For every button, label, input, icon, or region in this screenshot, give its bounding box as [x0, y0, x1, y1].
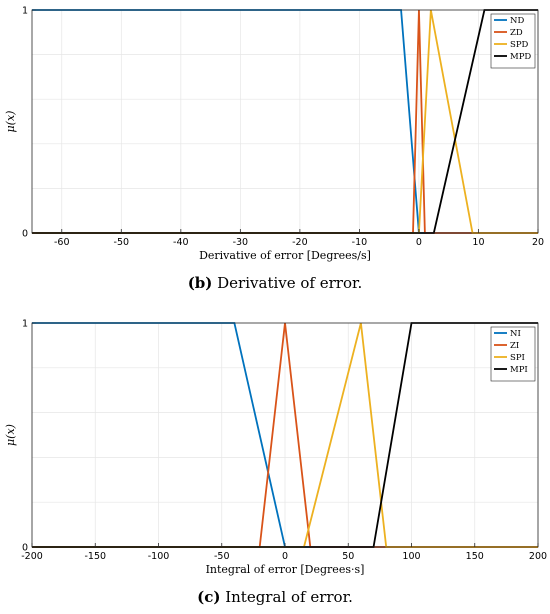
- legend-label-mpi: MPI: [510, 365, 528, 375]
- caption-derivative: (b) Derivative of error.: [0, 274, 550, 292]
- x-tick-label: 0: [282, 551, 288, 562]
- panel-integral-of-error: -200 -150 -100 -50 0 50 100 150 200 0 1 Integral of…: [0, 308, 550, 614]
- legend-label-zi: ZI: [510, 341, 519, 351]
- y-axis-label: μ(x): [4, 111, 17, 133]
- x-axis-label: Integral of error [Degrees·s]: [206, 563, 365, 576]
- x-tick-label: -50: [214, 551, 230, 562]
- caption-integral: (c) Integral of error.: [0, 588, 550, 606]
- integral-chart: -200 -150 -100 -50 0 50 100 150 200 0 1 Integral of…: [4, 319, 547, 577]
- legend-label-nd: ND: [510, 16, 524, 26]
- x-tick-label: 150: [466, 551, 484, 562]
- panel-derivative-of-error: -60 -50 -40 -30 -20 -10 0 10 20 0 1 Derivative of e…: [0, 0, 550, 300]
- x-tick-label: 100: [402, 551, 420, 562]
- caption-letter: (c): [197, 588, 221, 606]
- legend-label-ni: NI: [510, 329, 521, 339]
- legend-label-mpd: MPD: [510, 52, 531, 62]
- caption-letter: (b): [187, 274, 213, 292]
- y-tick-label: 1: [22, 6, 28, 17]
- x-tick-label: -30: [233, 237, 249, 248]
- x-tick-label: 200: [529, 551, 547, 562]
- legend: NI ZI SPI MPI: [490, 326, 536, 382]
- x-tick-label: -200: [21, 551, 43, 562]
- y-tick-label: 0: [22, 543, 28, 554]
- series-line-zd: [32, 9, 538, 234]
- x-tick-label: -150: [84, 551, 106, 562]
- caption-text: Derivative of error.: [212, 274, 363, 292]
- legend-label-zd: ZD: [510, 28, 523, 38]
- legend-label-spi: SPI: [510, 353, 525, 363]
- x-tick-label: -40: [173, 237, 189, 248]
- legend-box: [490, 326, 536, 382]
- x-tick-label: -100: [148, 551, 170, 562]
- y-tick-label: 1: [22, 319, 28, 330]
- x-tick-label: -20: [292, 237, 308, 248]
- x-tick-label: 20: [532, 237, 544, 248]
- series-line-spd: [32, 9, 538, 234]
- x-tick-label: -10: [352, 237, 368, 248]
- x-axis-label: Derivative of error [Degrees/s]: [199, 249, 371, 262]
- legend-box: [490, 13, 536, 69]
- legend-label-spd: SPD: [510, 40, 529, 50]
- x-tick-label: 50: [342, 551, 354, 562]
- series-line-mpd: [32, 9, 538, 234]
- plot-frame: [31, 9, 539, 234]
- legend: ND ZD SPD MPD: [490, 13, 536, 69]
- caption-text: Integral of error.: [220, 588, 353, 606]
- y-tick-label: 0: [22, 229, 28, 240]
- x-tick-label: -60: [54, 237, 70, 248]
- x-tick-label: -50: [114, 237, 130, 248]
- x-tick-label: 0: [416, 237, 422, 248]
- y-axis-label: μ(x): [4, 424, 17, 446]
- derivative-chart: -60 -50 -40 -30 -20 -10 0 10 20 0 1 Derivative of e…: [4, 6, 544, 263]
- x-tick-label: 10: [472, 237, 484, 248]
- series-line-nd: [32, 9, 538, 234]
